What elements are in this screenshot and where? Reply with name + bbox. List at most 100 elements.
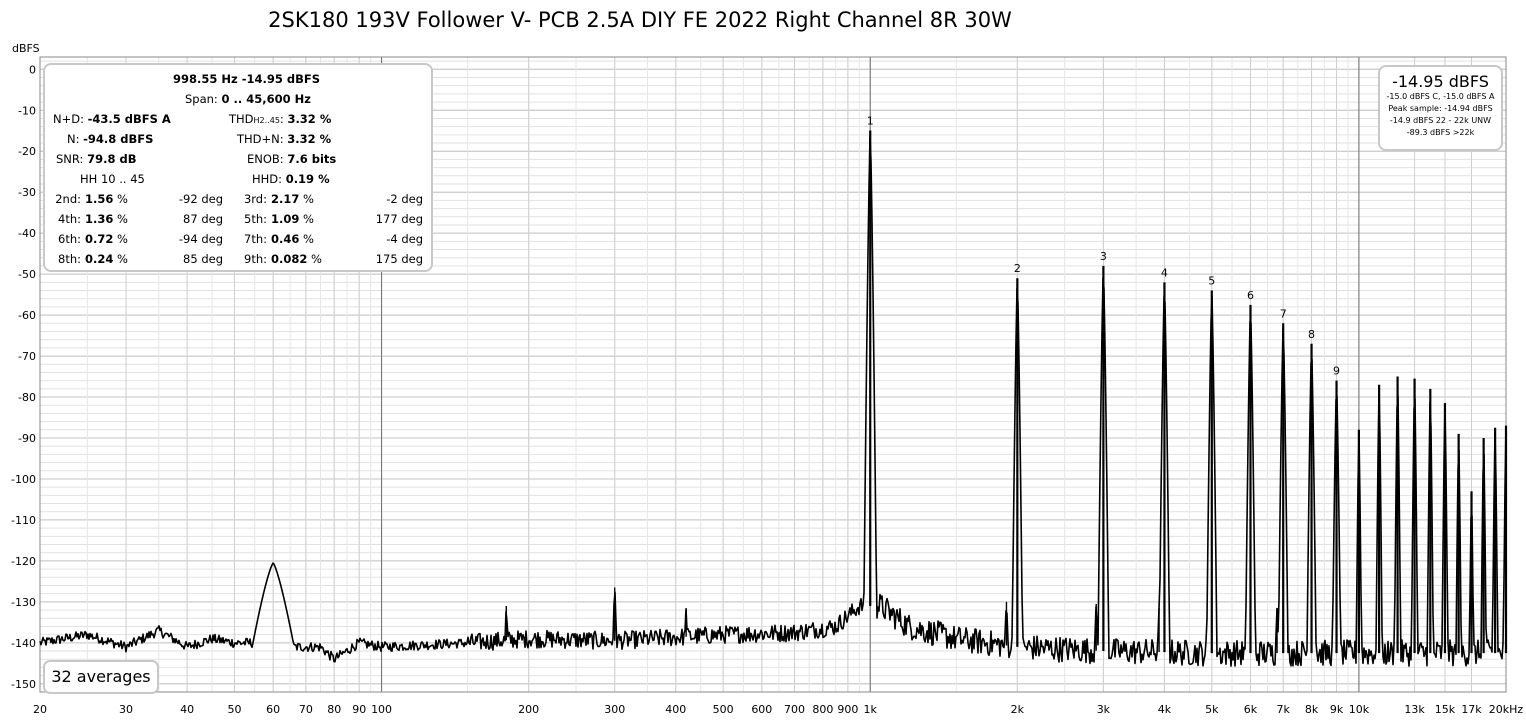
harmonic-label: 4 xyxy=(1161,266,1168,279)
x-tick-label: 8k xyxy=(1305,703,1319,716)
x-tick-label: 20 xyxy=(33,703,47,716)
harmonic-left-label: 2nd: xyxy=(55,192,81,206)
y-tick-label: -140 xyxy=(11,637,36,650)
harmonic-label: 5 xyxy=(1208,275,1215,288)
harmonic-right-label: 3rd: xyxy=(243,192,267,206)
harmonic-right-phase: -2 deg xyxy=(386,192,423,206)
enob-label: ENOB: xyxy=(247,152,284,166)
x-tick-label: 600 xyxy=(751,703,772,716)
harmonic-left-label: 4th: xyxy=(58,212,81,226)
hh-range-label: HH 10 .. 45 xyxy=(80,172,145,186)
x-tick-label: 5k xyxy=(1205,703,1219,716)
x-tick-label: 900 xyxy=(837,703,858,716)
harmonic-right-value: 1.09 xyxy=(271,212,300,226)
harmonic-label: 7 xyxy=(1280,307,1287,320)
thd-label-sub: H2..45 xyxy=(253,116,280,125)
y-tick-label: -30 xyxy=(18,186,36,199)
harmonic-label: 9 xyxy=(1333,365,1340,378)
harmonic-right-phase: 177 deg xyxy=(375,212,423,226)
x-tick-label: 70 xyxy=(299,703,313,716)
thdn-label: THD+N: xyxy=(237,132,284,146)
harmonic-right-unit: % xyxy=(303,192,314,206)
peak-unweighted-level: -14.9 dBFS 22 - 22k UNW xyxy=(1389,116,1492,125)
n-value: -94.8 dBFS xyxy=(83,132,154,146)
span-value: 0 .. 45,600 Hz xyxy=(221,92,311,106)
spectrum-trace xyxy=(39,136,1507,667)
trace-layer xyxy=(39,130,1508,667)
harmonic-left-unit: % xyxy=(117,232,128,246)
harmonic-label: 6 xyxy=(1247,289,1254,302)
harmonic-left-label: 8th: xyxy=(58,252,81,266)
enob-readout: ENOB: 7.6 bits xyxy=(247,152,336,166)
fundamental-readout: 998.55 Hz -14.95 dBFS xyxy=(173,72,320,86)
plot-frame xyxy=(39,56,1507,693)
snr-value: 79.8 dB xyxy=(87,152,137,166)
y-tick-label: -120 xyxy=(11,555,36,568)
thd-readout: THDH2..45: 3.32 % xyxy=(229,112,331,126)
x-tick-label: 2k xyxy=(1011,703,1025,716)
averages-badge: 32 averages xyxy=(43,660,159,694)
harmonic-left-value: 1.36 xyxy=(85,212,114,226)
y-tick-label: 0 xyxy=(29,63,36,76)
x-tick-label: 4k xyxy=(1158,703,1172,716)
peak-weighted-levels: -15.0 dBFS C, -15.0 dBFS A xyxy=(1386,92,1495,101)
hhd-readout: HHD: 0.19 % xyxy=(252,172,330,186)
harmonic-left-unit: % xyxy=(117,192,128,206)
thd-label-end: : xyxy=(279,112,284,126)
x-tick-label: 40 xyxy=(180,703,194,716)
chart-title: 2SK180 193V Follower V- PCB 2.5A DIY FE … xyxy=(268,8,1012,32)
grid-layer xyxy=(39,57,1507,693)
harmonic-left-phase: -94 deg xyxy=(178,232,223,246)
nd-label: N+D: xyxy=(53,112,84,126)
enob-value: 7.6 bits xyxy=(287,152,337,166)
x-tick-label: 9k xyxy=(1330,703,1344,716)
harmonic-right-phase: -4 deg xyxy=(386,232,423,246)
x-tick-label: 90 xyxy=(352,703,366,716)
harmonic-left-label: 6th: xyxy=(58,232,81,246)
hhd-value: 0.19 % xyxy=(285,172,330,186)
harmonic-right-unit: % xyxy=(311,252,322,266)
x-tick-label: 10k xyxy=(1349,703,1370,716)
harmonic-left-phase: 87 deg xyxy=(183,212,223,226)
x-tick-label: 1k xyxy=(864,703,878,716)
snr-readout: SNR: 79.8 dB xyxy=(56,152,136,166)
x-tick-label: 20kHz xyxy=(1489,703,1524,716)
x-tick-label: 3k xyxy=(1097,703,1111,716)
x-tick-label: 800 xyxy=(812,703,833,716)
harmonic-right-value: 0.082 xyxy=(271,252,308,266)
y-tick-label: -100 xyxy=(11,473,36,486)
harmonic-left-value: 0.24 xyxy=(85,252,114,266)
n-label: N: xyxy=(67,132,80,146)
nd-value: -43.5 dBFS A xyxy=(87,112,171,126)
y-tick-label: -150 xyxy=(11,678,36,691)
x-tick-label: 100 xyxy=(371,703,392,716)
y-tick-label: -60 xyxy=(18,309,36,322)
axis-layer: 0 -10 -20 -30 -40 -50 -60 -70 -80 -90 -100 -110 -120… xyxy=(11,56,1524,716)
x-tick-label: 13k xyxy=(1404,703,1425,716)
nd-readout: N+D: -43.5 dBFS A xyxy=(53,112,171,126)
harmonic-left-unit: % xyxy=(117,252,128,266)
harmonic-left-value: 0.72 xyxy=(85,232,114,246)
peak-above-22k-level: -89.3 dBFS >22k xyxy=(1406,128,1475,137)
y-tick-label: -80 xyxy=(18,391,36,404)
harmonic-label-layer: 1 2 3 4 5 6 7 8 9 xyxy=(867,115,1340,378)
x-tick-label: 700 xyxy=(784,703,805,716)
y-tick-label: -70 xyxy=(18,350,36,363)
span-label: Span: xyxy=(185,92,218,106)
y-tick-label: -110 xyxy=(11,514,36,527)
x-tick-label: 50 xyxy=(227,703,241,716)
x-tick-label: 15k xyxy=(1435,703,1456,716)
harmonic-right-label: 5th: xyxy=(244,212,267,226)
y-tick-label: -90 xyxy=(18,432,36,445)
snr-label: SNR: xyxy=(56,152,84,166)
harmonic-left-phase: 85 deg xyxy=(183,252,223,266)
measurement-info-box: 998.55 Hz -14.95 dBFS Span: 0 .. 45,600 … xyxy=(43,63,433,272)
harmonic-right-value: 2.17 xyxy=(271,192,300,206)
harmonic-right-value: 0.46 xyxy=(271,232,300,246)
harmonic-left-unit: % xyxy=(117,212,128,226)
peak-sample-level: Peak sample: -14.94 dBFS xyxy=(1388,104,1493,113)
harmonic-label: 1 xyxy=(867,115,874,128)
thdn-readout: THD+N: 3.32 % xyxy=(237,132,331,146)
harmonic-right-phase: 175 deg xyxy=(375,252,423,266)
